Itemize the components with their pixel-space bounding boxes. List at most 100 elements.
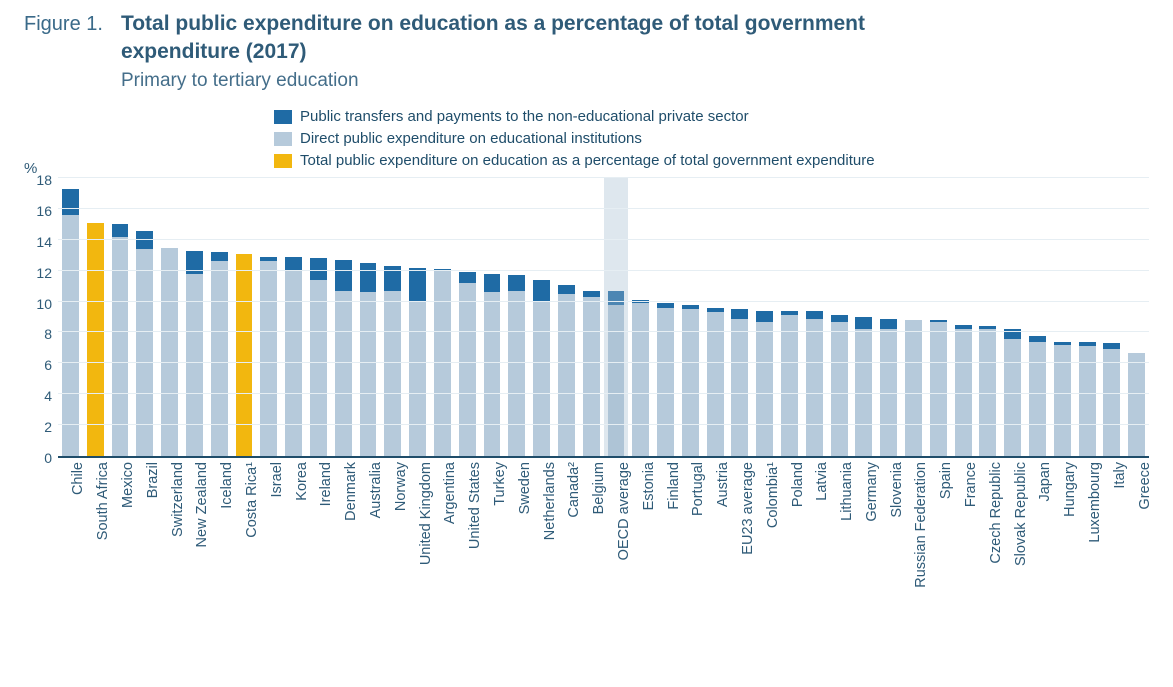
bar-segment-direct [657,308,674,456]
bar [533,280,550,456]
y-tick: 0 [44,450,52,466]
bar [831,315,848,456]
bar-segment-direct [1128,353,1145,456]
legend-item: Public transfers and payments to the non… [274,106,1149,128]
bar-slot [380,178,405,456]
bar [112,224,129,456]
x-slot: OECD average [604,458,629,628]
bar-slot [58,178,83,456]
bar-segment-direct [583,297,600,456]
bar-segment-transfers [756,311,773,322]
bar [930,320,947,456]
grid-line [58,177,1149,178]
bar-slot [802,178,827,456]
bar-segment-direct [360,292,377,456]
bar [335,260,352,456]
x-slot: Latvia [802,458,827,628]
bar-segment-transfers [409,268,426,302]
bar-segment-transfers [112,224,129,236]
bar-slot [83,178,108,456]
bar-slot [951,178,976,456]
y-tick: 18 [36,172,52,188]
bar [955,325,972,456]
bar-slot [579,178,604,456]
bar-segment-transfers [335,260,352,291]
bar [285,257,302,456]
x-slot: Chile [58,458,83,628]
bar-segment-transfers [855,317,872,329]
bar [558,285,575,456]
y-tick: 6 [44,357,52,373]
legend-swatch [274,154,292,168]
bar-slot [480,178,505,456]
x-slot: Spain [926,458,951,628]
bar-slot [455,178,480,456]
x-slot: Greece [1124,458,1149,628]
bar-slot [132,178,157,456]
x-slot: Portugal [678,458,703,628]
bar [781,311,798,456]
grid-line [58,362,1149,363]
bar-segment-direct [459,283,476,456]
bar-segment-direct [731,319,748,456]
bar-segment-direct [533,302,550,456]
x-slot: Italy [1099,458,1124,628]
bar [1103,343,1120,456]
y-tick: 4 [44,388,52,404]
bar-segment-direct [1103,349,1120,456]
bar-segment-direct [310,280,327,456]
bar-slot [405,178,430,456]
bar-segment-transfers [360,263,377,292]
x-slot: EU23 average [728,458,753,628]
figure-subtitle: Primary to tertiary education [121,70,1149,92]
bar [632,300,649,456]
bar-slot [1025,178,1050,456]
bar-slot [529,178,554,456]
x-slot: Norway [380,458,405,628]
bar-segment-direct [335,291,352,456]
bar-segment-total [236,254,253,456]
bar-slot [752,178,777,456]
x-slot: Mexico [108,458,133,628]
bar-slot [1099,178,1124,456]
highlight-column [604,178,629,456]
legend-item: Direct public expenditure on educational… [274,128,1149,150]
x-slot: Sweden [504,458,529,628]
y-tick: 8 [44,326,52,342]
bar [211,252,228,456]
legend: Public transfers and payments to the non… [274,106,1149,172]
grid-line [58,208,1149,209]
x-slot: Finland [653,458,678,628]
bar [87,223,104,456]
bar-slot [281,178,306,456]
bar-segment-direct [1029,342,1046,456]
bar-segment-transfers [484,274,501,293]
bar [583,291,600,456]
bar-segment-transfers [731,309,748,318]
bar-slot [604,178,629,456]
bar-slot [852,178,877,456]
grid-line [58,270,1149,271]
x-slot: Poland [777,458,802,628]
bar-slot [926,178,951,456]
title-block: Total public expenditure on education as… [121,10,1149,92]
bar [236,254,253,456]
bar-segment-direct [384,291,401,456]
y-tick: 14 [36,234,52,250]
bar [657,303,674,456]
bar-slot [628,178,653,456]
bar-segment-direct [930,322,947,456]
bar-slot [504,178,529,456]
bar-slot [901,178,926,456]
bar-slot [157,178,182,456]
bar [1029,336,1046,456]
grid-line [58,331,1149,332]
bar-slot [306,178,331,456]
bar-segment-direct [707,312,724,456]
x-slot: New Zealand [182,458,207,628]
bar-segment-direct [806,319,823,456]
bar-segment-direct [756,322,773,456]
bar-segment-direct [558,294,575,456]
bar [136,231,153,456]
x-label: Greece [1137,462,1153,510]
